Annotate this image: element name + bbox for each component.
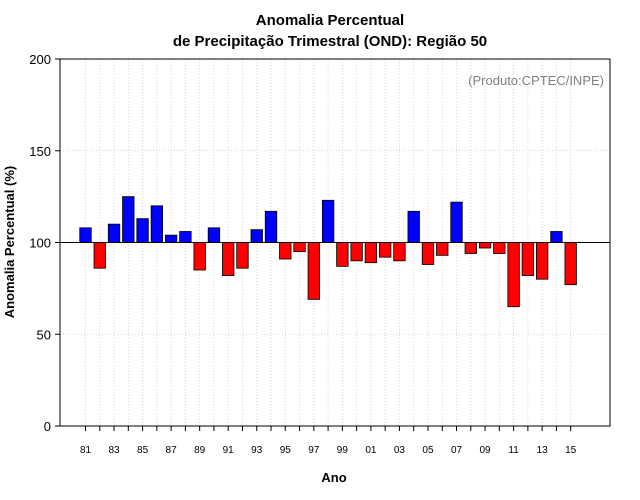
y-axis-ticks: 0 50 100 150 200 bbox=[29, 52, 60, 434]
x-tick-label: 15 bbox=[565, 445, 577, 456]
x-tick-label: 05 bbox=[422, 445, 434, 456]
x-tick-label: 03 bbox=[394, 445, 406, 456]
x-axis-ticks: 81 83 85 87 89 91 93 95 97 99 01 03 05 07 09 11 13 15 bbox=[80, 426, 577, 456]
x-tick-label: 01 bbox=[365, 445, 377, 456]
bar-1994 bbox=[264, 210, 278, 243]
bar-1993 bbox=[250, 229, 263, 243]
y-tick-label: 0 bbox=[44, 419, 51, 434]
bar-1985 bbox=[136, 218, 149, 243]
bar-2011 bbox=[507, 242, 520, 308]
x-tick-label: 89 bbox=[194, 445, 206, 456]
bar-2002 bbox=[379, 242, 392, 258]
bar-2003 bbox=[393, 242, 406, 262]
x-tick-label: 13 bbox=[537, 445, 549, 456]
y-tick-label: 50 bbox=[37, 327, 51, 342]
bar-2004 bbox=[407, 210, 420, 243]
bar-2014 bbox=[550, 231, 563, 243]
bar-2005 bbox=[421, 242, 435, 265]
bar-2008 bbox=[464, 242, 477, 254]
product-annotation: (Produto:CPTEC/INPE) bbox=[468, 73, 604, 88]
bar-2000 bbox=[350, 242, 363, 262]
bar-2006 bbox=[436, 242, 449, 256]
bar-2013 bbox=[535, 242, 549, 280]
bar-2012 bbox=[521, 242, 535, 276]
x-tick-label: 97 bbox=[308, 445, 320, 456]
x-tick-label: 99 bbox=[337, 445, 349, 456]
x-tick-label: 93 bbox=[251, 445, 263, 456]
bar-1986 bbox=[150, 205, 164, 243]
x-tick-label: 87 bbox=[166, 445, 178, 456]
chart-title-line1: Anomalia Percentual bbox=[256, 12, 404, 29]
x-tick-label: 95 bbox=[280, 445, 292, 456]
bar-1989 bbox=[193, 242, 206, 271]
bar-1984 bbox=[122, 196, 135, 243]
y-axis-label: Anomalia Percentual (%) bbox=[2, 166, 17, 318]
bar-1987 bbox=[164, 234, 178, 243]
bar-1983 bbox=[107, 223, 121, 243]
bar-1999 bbox=[336, 242, 349, 267]
bar-1996 bbox=[293, 242, 306, 253]
bar-1992 bbox=[236, 242, 249, 269]
x-tick-label: 07 bbox=[451, 445, 463, 456]
bar-2007 bbox=[450, 201, 463, 243]
bar-2015 bbox=[564, 242, 577, 286]
bar-1988 bbox=[179, 231, 192, 243]
bar-2009 bbox=[478, 242, 492, 249]
x-tick-label: 09 bbox=[479, 445, 491, 456]
chart-title-line2: de Precipitação Trimestral (OND): Região… bbox=[173, 33, 487, 50]
bar-1981 bbox=[79, 227, 92, 243]
bar-1998 bbox=[321, 199, 335, 243]
bar-1991 bbox=[222, 242, 235, 276]
bar-1982 bbox=[93, 242, 106, 269]
bar-1995 bbox=[279, 242, 292, 260]
bars bbox=[79, 196, 577, 308]
x-tick-label: 91 bbox=[223, 445, 235, 456]
x-tick-label: 85 bbox=[137, 445, 149, 456]
bar-1997 bbox=[307, 242, 320, 300]
bar-2010 bbox=[493, 242, 506, 254]
y-tick-label: 100 bbox=[29, 236, 51, 251]
x-tick-label: 81 bbox=[80, 445, 92, 456]
y-tick-label: 150 bbox=[29, 144, 51, 159]
x-tick-label: 11 bbox=[508, 445, 519, 456]
x-tick-label: 83 bbox=[108, 445, 120, 456]
y-tick-label: 200 bbox=[29, 52, 51, 67]
bar-1990 bbox=[207, 227, 221, 243]
bar-2001 bbox=[364, 242, 378, 264]
x-axis-label: Ano bbox=[321, 470, 346, 485]
